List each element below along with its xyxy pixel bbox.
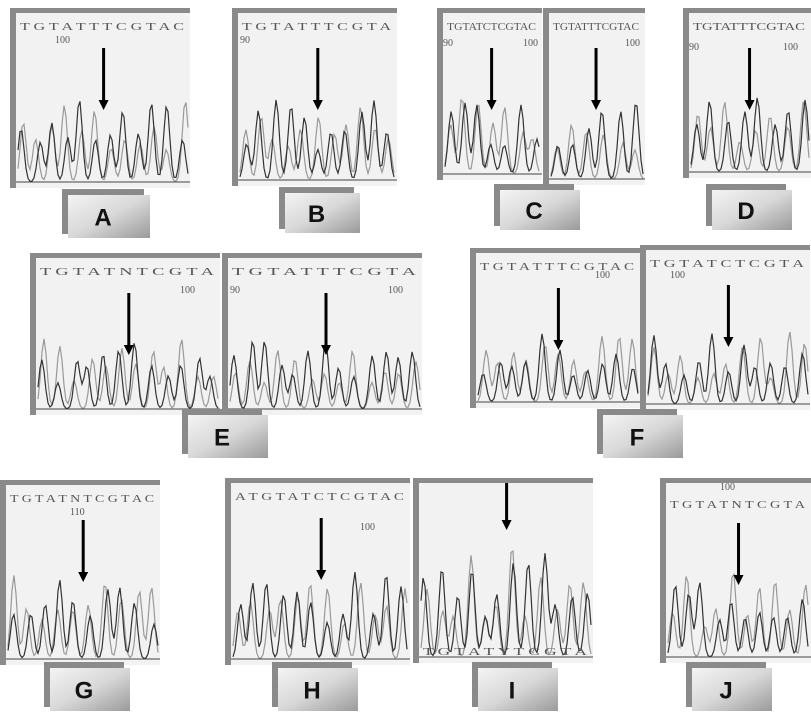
sequence: T G T A T T T C G T A C <box>480 261 634 273</box>
position-number: 100 <box>360 522 375 533</box>
position-number: 100 <box>670 270 685 281</box>
position-number: 100 <box>625 38 640 49</box>
position-number: 100 <box>783 42 798 53</box>
sequence: T G T A T T T C G T A <box>232 266 416 278</box>
label-box <box>478 668 558 711</box>
position-number: 90 <box>240 35 250 46</box>
position-number: 100 <box>388 285 403 296</box>
position-number: 90 <box>443 38 453 49</box>
position-number: 100 <box>523 38 538 49</box>
panel-label: F <box>630 425 645 452</box>
panel-label: D <box>737 198 754 225</box>
panel-label: G <box>75 678 94 705</box>
chromatogram <box>413 478 593 663</box>
panel-label: J <box>719 678 732 705</box>
panel-label: B <box>308 201 325 228</box>
chromatogram <box>232 8 397 186</box>
sequence: T G T A T C T C G T A <box>650 258 804 270</box>
sequence: T G T A T N T C G T A <box>40 266 214 278</box>
sequence: A T G T A T C T C G T A C <box>235 491 404 503</box>
position-number: 100 <box>180 285 195 296</box>
sequence: T G T A T N T C G T A C <box>10 493 154 505</box>
figure: T G T A T T T C G T A C100AT G T A T T T… <box>0 0 811 725</box>
chromatogram <box>225 478 410 665</box>
sequence: TGTATTTCGTAC <box>693 21 805 33</box>
sequence: TGTATCTCGTAC <box>447 21 536 33</box>
panel-label: C <box>525 198 542 225</box>
panel-label: H <box>303 678 320 705</box>
position-number: 90 <box>689 42 699 53</box>
position-number: 110 <box>70 507 85 518</box>
chromatogram <box>543 8 645 185</box>
sequence: T G T A T T T C G T A C <box>20 21 184 33</box>
sequence: T G T A T N T C G T A <box>670 499 805 511</box>
sequence: T G T A T Y T C G T A <box>423 646 587 658</box>
chromatogram <box>683 8 811 178</box>
sequence: T G T A T T T C G T A <box>242 21 391 33</box>
panel-label: A <box>94 205 111 232</box>
position-number: 100 <box>720 482 735 493</box>
panel-label: E <box>214 425 230 452</box>
chromatogram <box>437 8 542 180</box>
position-number: 90 <box>230 285 240 296</box>
position-number: 100 <box>595 270 610 281</box>
sequence: TGTATTTCGTAC <box>553 21 639 33</box>
chromatogram <box>10 8 190 188</box>
panel-label: I <box>509 678 516 705</box>
position-number: 100 <box>55 35 70 46</box>
